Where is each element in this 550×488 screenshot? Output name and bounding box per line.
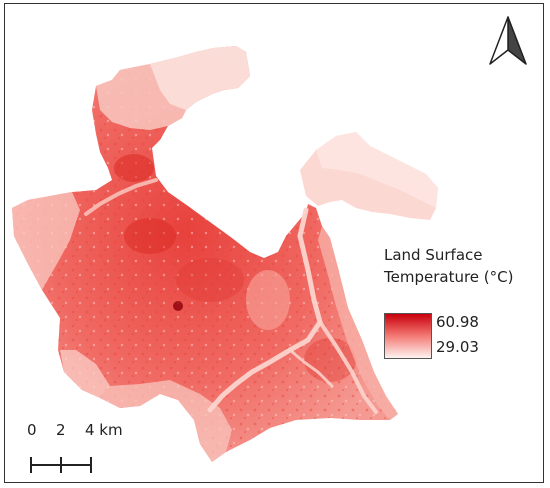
legend-max-value: 60.98	[436, 313, 479, 331]
scale-label-2: 2	[56, 421, 66, 439]
river	[207, 207, 323, 413]
north-arrow-icon	[489, 16, 527, 65]
legend-title-line1: Land Surface	[384, 246, 483, 264]
scale-label-0: 0	[27, 421, 37, 439]
legend-title-line2: Temperature (°C)	[384, 268, 514, 286]
scale-bar	[30, 457, 92, 473]
legend-min-value: 29.03	[436, 338, 479, 356]
legend-title: Land Surface Temperature (°C)	[384, 244, 513, 288]
scale-label-4: 4 km	[85, 421, 123, 439]
legend-color-ramp	[384, 313, 432, 359]
